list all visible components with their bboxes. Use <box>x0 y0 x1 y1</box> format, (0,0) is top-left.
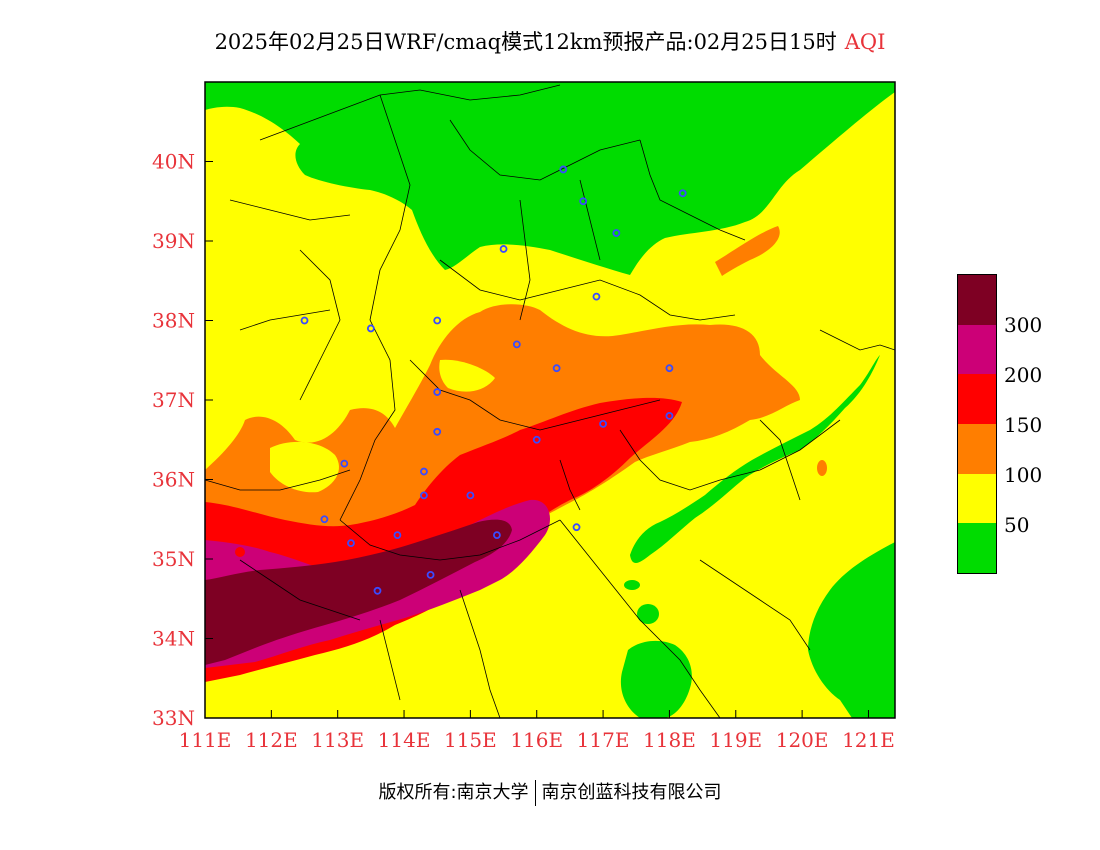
footer-copyright: 版权所有:南京大学 <box>378 782 529 803</box>
x-tick-label: 117E <box>577 728 630 752</box>
city-marker-icon <box>466 491 475 500</box>
x-tick-label: 115E <box>444 728 497 752</box>
y-tick-label: 38N <box>152 309 195 333</box>
city-marker-icon <box>579 197 588 206</box>
city-marker-icon <box>493 531 501 540</box>
legend-swatch-unhealthy <box>958 374 996 425</box>
x-axis: 111E 112E 113E 114E 115E 116E 117E 118E 119E 120E… <box>179 710 895 752</box>
footer-divider <box>534 780 536 806</box>
footer: 版权所有:南京大学 南京创蓝科技有限公司 <box>0 778 1100 806</box>
legend-label-300: 300 <box>1004 313 1043 337</box>
legend-swatch-very-unhealthy <box>958 324 996 375</box>
legend-swatch-moderate <box>958 473 996 524</box>
y-tick-label: 36N <box>152 468 195 492</box>
city-marker-icon <box>366 324 375 333</box>
city-marker-icon <box>433 427 442 436</box>
x-tick-label: 118E <box>643 728 696 752</box>
city-marker-icon <box>559 165 568 174</box>
city-marker-icon <box>665 411 674 420</box>
aqi-zone-good-islet <box>637 604 659 624</box>
province-boundaries <box>205 84 895 718</box>
legend-label-150: 150 <box>1004 413 1043 437</box>
x-tick-label: 111E <box>179 728 232 752</box>
city-marker-icon <box>678 189 687 198</box>
x-tick-label: 119E <box>709 728 762 752</box>
city-marker-icon <box>499 245 508 253</box>
legend-swatch-usg <box>958 424 996 474</box>
aqi-zone-hazardous <box>205 519 512 665</box>
aqi-zone-usg-ne <box>715 226 780 276</box>
aqi-zone-moderate-hole-2 <box>439 359 495 392</box>
city-marker-icon <box>420 491 428 500</box>
city-marker-icon <box>433 316 442 325</box>
city-marker-icon <box>433 388 442 396</box>
y-tick-label: 35N <box>152 547 195 571</box>
y-tick-label: 37N <box>152 388 195 412</box>
city-marker-icon <box>512 340 521 349</box>
city-marker-icon <box>612 229 621 237</box>
footer-company: 南京创蓝科技有限公司 <box>541 782 722 803</box>
city-marker-icon <box>426 571 435 579</box>
legend-colorbar <box>957 274 997 574</box>
x-tick-label: 121E <box>842 728 895 752</box>
city-marker-icon <box>340 459 349 468</box>
city-marker-icon <box>592 292 601 301</box>
city-marker-icon <box>393 531 402 540</box>
city-marker-icon <box>532 435 541 444</box>
legend-label-100: 100 <box>1004 463 1043 487</box>
city-marker-icon <box>572 523 581 532</box>
city-markers <box>300 165 687 595</box>
legend-label-200: 200 <box>1004 363 1043 387</box>
aqi-fill-layer <box>205 82 895 718</box>
city-marker-icon <box>373 586 382 595</box>
x-tick-label: 113E <box>311 728 364 752</box>
city-marker-icon <box>347 539 355 547</box>
aqi-zone-good-islet-2 <box>624 580 640 590</box>
x-tick-label: 116E <box>510 728 563 752</box>
x-tick-label: 112E <box>245 728 298 752</box>
aqi-zone-good-se <box>808 542 895 718</box>
map-title: 2025年02月25日WRF/cmaq模式12km预报产品:02月25日15时 A… <box>0 26 1100 56</box>
legend-label-50: 50 <box>1004 513 1030 537</box>
aqi-zone-unhealthy-spot <box>235 547 245 557</box>
title-variable: AQI <box>844 30 886 54</box>
y-tick-label: 34N <box>152 627 195 651</box>
city-marker-icon <box>320 515 329 524</box>
aqi-zone-good-south <box>620 640 692 718</box>
city-marker-icon <box>665 364 674 373</box>
aqi-zone-good-coast <box>630 355 880 563</box>
legend-swatch-good <box>958 523 996 574</box>
y-tick-label: 40N <box>152 150 195 174</box>
aqi-zone-good-north <box>205 82 895 275</box>
city-marker-icon <box>300 316 309 325</box>
city-marker-icon <box>420 467 428 476</box>
x-tick-label: 120E <box>776 728 829 752</box>
city-marker-icon <box>552 364 561 373</box>
aqi-zone-usg-coast-spot <box>817 460 827 476</box>
y-tick-label: 33N <box>152 706 195 730</box>
x-tick-label: 114E <box>378 728 431 752</box>
title-main: 2025年02月25日WRF/cmaq模式12km预报产品:02月25日15时 <box>214 30 837 54</box>
city-marker-icon <box>599 419 607 428</box>
y-axis: 33N 34N 35N 36N 37N 38N 39N 40N <box>152 150 213 730</box>
y-tick-label: 39N <box>152 229 195 253</box>
legend-swatch-hazardous <box>958 275 996 325</box>
